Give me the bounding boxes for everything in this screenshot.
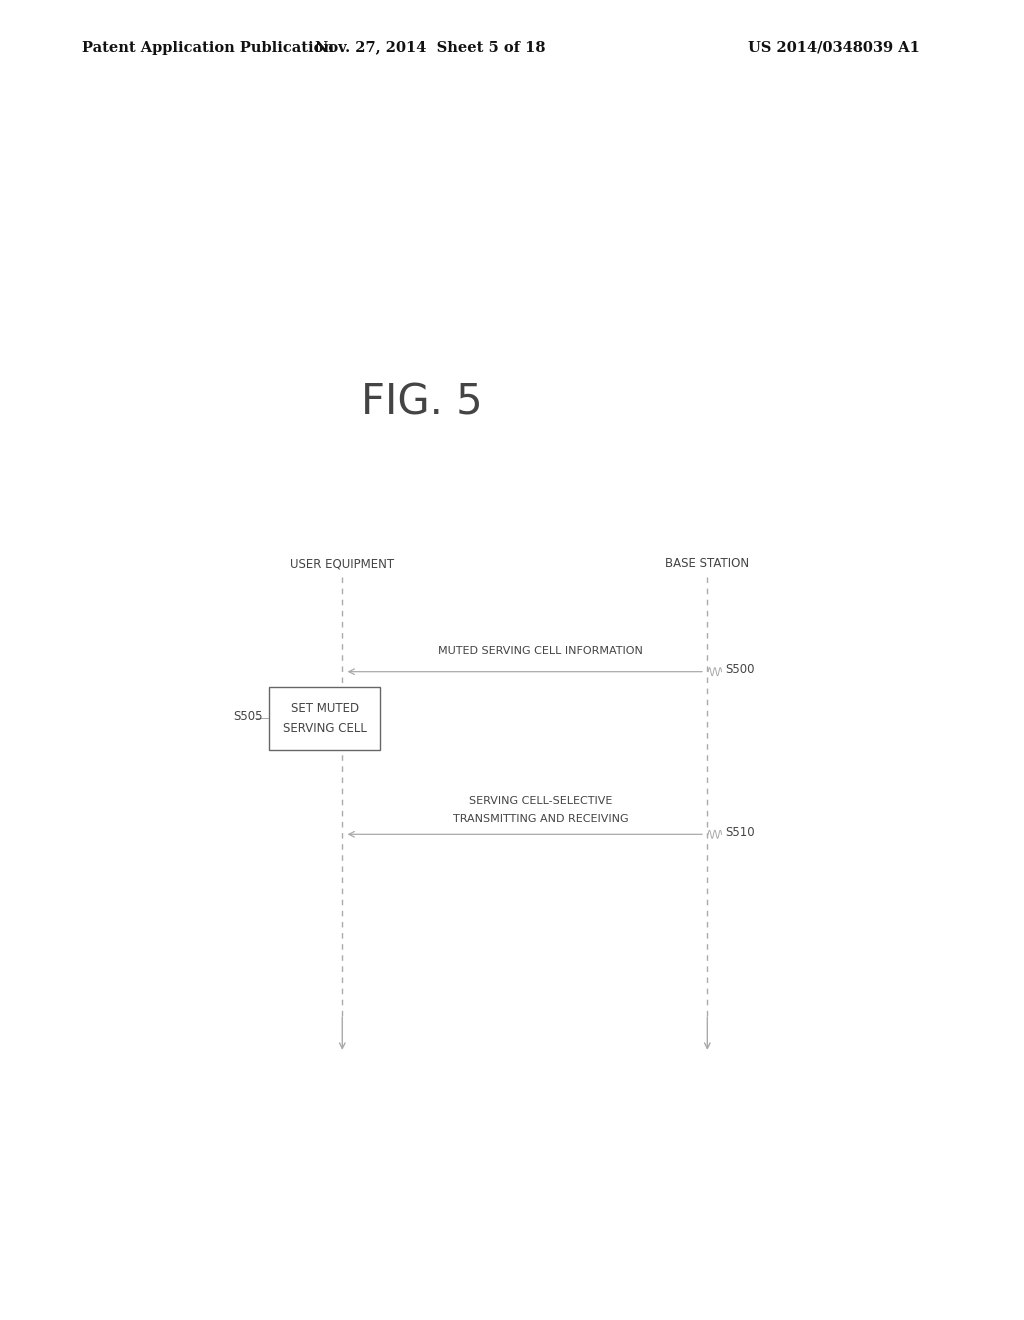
Text: MUTED SERVING CELL INFORMATION: MUTED SERVING CELL INFORMATION bbox=[438, 647, 643, 656]
Text: Patent Application Publication: Patent Application Publication bbox=[82, 41, 334, 54]
FancyBboxPatch shape bbox=[269, 686, 380, 750]
Text: TRANSMITTING AND RECEIVING: TRANSMITTING AND RECEIVING bbox=[453, 814, 629, 824]
Text: S500: S500 bbox=[726, 663, 755, 676]
Text: USER EQUIPMENT: USER EQUIPMENT bbox=[290, 557, 394, 570]
Text: FIG. 5: FIG. 5 bbox=[360, 381, 482, 424]
Text: US 2014/0348039 A1: US 2014/0348039 A1 bbox=[748, 41, 920, 54]
Text: SERVING CELL: SERVING CELL bbox=[283, 722, 367, 735]
Text: SET MUTED: SET MUTED bbox=[291, 702, 358, 714]
Text: SERVING CELL-SELECTIVE: SERVING CELL-SELECTIVE bbox=[469, 796, 612, 805]
Text: Nov. 27, 2014  Sheet 5 of 18: Nov. 27, 2014 Sheet 5 of 18 bbox=[314, 41, 546, 54]
Text: BASE STATION: BASE STATION bbox=[666, 557, 750, 570]
Text: S510: S510 bbox=[726, 826, 756, 838]
Text: S505: S505 bbox=[233, 710, 263, 723]
